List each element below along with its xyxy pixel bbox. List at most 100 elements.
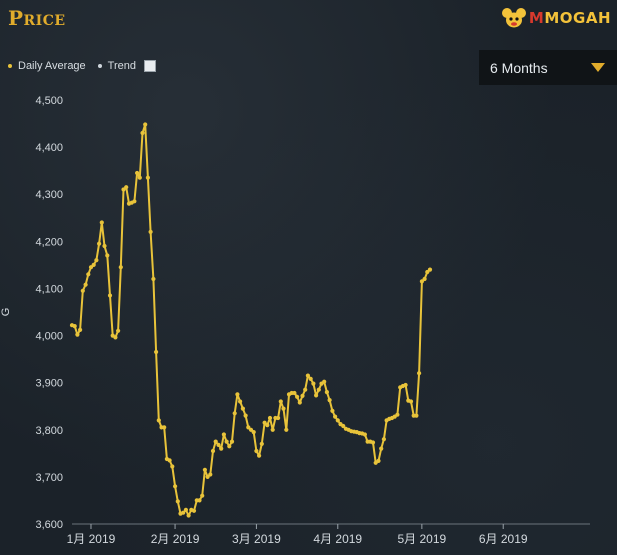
data-point[interactable] <box>235 392 240 397</box>
data-point[interactable] <box>156 418 161 423</box>
data-point[interactable] <box>140 130 145 136</box>
data-point[interactable] <box>381 437 386 442</box>
data-point[interactable] <box>102 243 107 249</box>
data-point[interactable] <box>99 220 104 225</box>
data-point[interactable] <box>219 446 224 451</box>
data-point[interactable] <box>86 272 91 277</box>
data-point[interactable] <box>419 279 424 284</box>
data-point[interactable] <box>175 499 180 504</box>
legend-item-daily-average[interactable]: Daily Average <box>8 60 86 72</box>
data-point[interactable] <box>205 474 210 479</box>
data-point[interactable] <box>75 332 80 337</box>
data-point[interactable] <box>80 288 85 293</box>
data-point[interactable] <box>148 229 153 234</box>
data-point[interactable] <box>91 262 96 267</box>
data-point[interactable] <box>300 393 305 398</box>
data-point[interactable] <box>427 267 433 272</box>
data-point[interactable] <box>197 498 202 503</box>
data-point[interactable] <box>221 432 226 437</box>
data-point[interactable] <box>341 423 346 429</box>
data-point[interactable] <box>167 458 172 463</box>
data-point[interactable] <box>145 175 150 180</box>
data-point[interactable] <box>243 413 248 418</box>
data-point[interactable] <box>135 170 140 176</box>
data-point[interactable] <box>295 394 300 399</box>
data-point[interactable] <box>251 430 256 435</box>
data-point[interactable] <box>316 387 321 392</box>
data-point[interactable] <box>311 381 316 386</box>
data-point[interactable] <box>124 185 129 190</box>
data-point[interactable] <box>224 439 229 444</box>
data-point[interactable] <box>216 442 221 447</box>
data-point[interactable] <box>267 415 273 421</box>
data-point[interactable] <box>118 265 123 270</box>
data-point[interactable] <box>200 493 205 498</box>
data-point[interactable] <box>116 328 121 333</box>
data-point[interactable] <box>417 371 422 376</box>
data-point[interactable] <box>254 448 259 454</box>
data-point[interactable] <box>395 412 400 417</box>
data-point[interactable] <box>376 458 381 463</box>
data-point[interactable] <box>229 439 235 444</box>
data-point[interactable] <box>335 418 340 423</box>
data-point[interactable] <box>97 241 102 246</box>
data-point[interactable] <box>330 408 335 413</box>
data-point[interactable] <box>257 453 262 458</box>
data-point[interactable] <box>186 513 191 518</box>
data-point[interactable] <box>370 440 376 445</box>
data-point[interactable] <box>83 282 88 287</box>
data-point[interactable] <box>379 446 384 451</box>
data-point[interactable] <box>162 425 167 430</box>
data-point[interactable] <box>259 441 264 446</box>
data-point[interactable] <box>105 253 110 258</box>
data-point[interactable] <box>308 376 313 381</box>
data-point[interactable] <box>276 415 281 421</box>
data-point[interactable] <box>137 175 142 180</box>
data-point[interactable] <box>265 423 270 428</box>
data-point[interactable] <box>292 390 297 396</box>
data-point[interactable] <box>362 432 367 437</box>
data-point[interactable] <box>327 398 332 403</box>
data-point[interactable] <box>324 390 329 395</box>
data-point[interactable] <box>232 411 237 416</box>
data-point[interactable] <box>208 472 213 477</box>
data-point[interactable] <box>314 393 319 398</box>
data-point[interactable] <box>422 276 427 282</box>
data-point[interactable] <box>170 464 175 469</box>
data-point[interactable] <box>191 508 197 513</box>
data-point[interactable] <box>107 293 113 298</box>
data-point[interactable] <box>322 379 327 384</box>
legend-item-trend[interactable]: Trend <box>97 60 136 72</box>
data-point[interactable] <box>403 382 408 388</box>
data-point[interactable] <box>281 406 286 411</box>
data-point[interactable] <box>262 420 267 425</box>
data-point[interactable] <box>154 349 159 355</box>
data-point[interactable] <box>72 324 77 329</box>
data-point[interactable] <box>181 510 186 515</box>
data-point[interactable] <box>202 467 207 472</box>
data-point[interactable] <box>333 414 338 419</box>
data-point[interactable] <box>78 327 83 332</box>
data-point[interactable] <box>213 439 218 444</box>
data-point[interactable] <box>238 399 243 404</box>
data-point[interactable] <box>303 387 308 392</box>
data-point[interactable] <box>94 258 99 263</box>
data-point[interactable] <box>408 399 414 404</box>
data-point[interactable] <box>240 406 245 411</box>
data-point[interactable] <box>305 373 310 378</box>
data-point[interactable] <box>143 122 148 127</box>
data-point[interactable] <box>297 400 302 405</box>
data-point[interactable] <box>210 448 216 454</box>
data-point[interactable] <box>278 399 283 404</box>
trend-checkbox[interactable] <box>144 60 156 72</box>
data-point[interactable] <box>270 427 275 432</box>
data-point[interactable] <box>425 269 430 275</box>
data-point[interactable] <box>183 507 188 512</box>
data-point[interactable] <box>132 199 137 204</box>
data-point[interactable] <box>173 484 178 489</box>
data-point[interactable] <box>113 335 118 340</box>
data-point[interactable] <box>151 276 156 282</box>
range-select[interactable]: 6 Months <box>479 50 617 85</box>
data-point[interactable] <box>414 413 419 418</box>
data-point[interactable] <box>284 427 289 432</box>
